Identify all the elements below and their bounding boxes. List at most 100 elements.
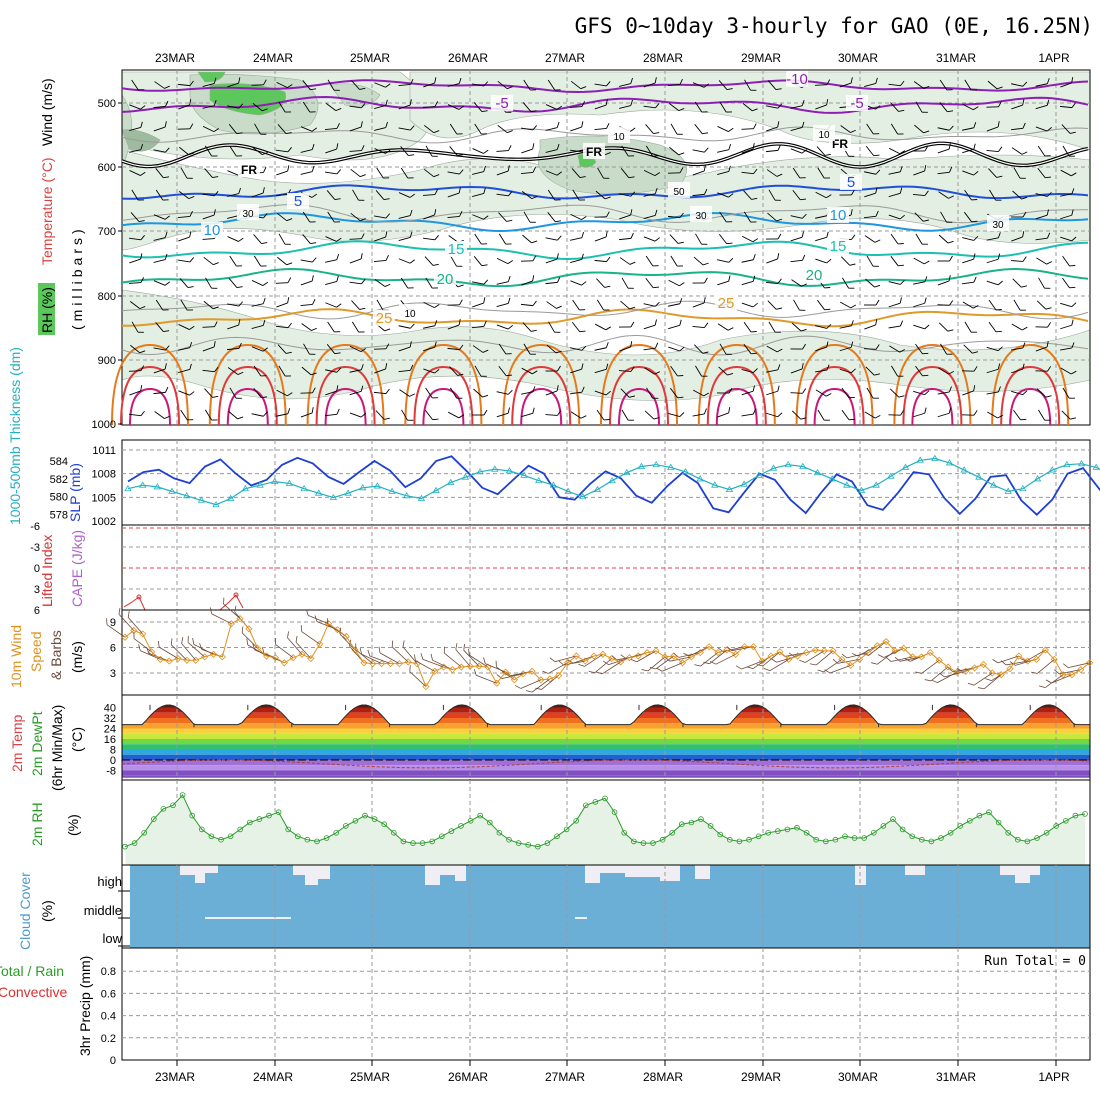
wind-barb-2 xyxy=(177,80,194,87)
wind-barb-449 xyxy=(618,321,635,328)
barb-shaft xyxy=(742,102,753,112)
wind10-barb-51 xyxy=(549,655,577,663)
barb-shaft xyxy=(888,171,901,175)
bottom-date-8: 31MAR xyxy=(936,1070,976,1084)
barb-shaft xyxy=(178,390,190,396)
wind10-barb-67 xyxy=(694,652,719,667)
barb-flag xyxy=(826,231,829,238)
barb-flag xyxy=(726,111,733,113)
rh-marker-55 xyxy=(650,840,656,846)
wind-barb-426 xyxy=(1013,299,1026,311)
wind-barb-601 xyxy=(521,407,535,418)
barb-flag xyxy=(140,385,143,392)
wind-barb-149 xyxy=(912,145,929,152)
wind-barb-621 xyxy=(1013,409,1027,421)
barb-shaft xyxy=(228,410,238,420)
barb-flag xyxy=(728,257,734,263)
wind-barb-548 xyxy=(178,390,195,396)
barb-shaft xyxy=(913,412,925,418)
wind-barb-593 xyxy=(324,408,340,417)
barb-flag xyxy=(164,363,167,370)
barb-shaft xyxy=(474,233,482,245)
barb-flag xyxy=(997,363,1001,370)
barb-flag xyxy=(971,220,978,223)
barb-flag xyxy=(532,125,538,131)
wind-barb-570 xyxy=(716,387,733,394)
barb-shaft xyxy=(865,145,875,157)
barb-shaft xyxy=(767,300,777,310)
barb-flag xyxy=(212,395,219,398)
barb-flag xyxy=(457,373,464,376)
barb-flag xyxy=(777,103,783,109)
barb-flag xyxy=(434,369,440,374)
wind-barb-358 xyxy=(300,275,314,286)
cloud-gap-9 xyxy=(585,865,600,883)
barb-flag xyxy=(556,305,562,309)
wind-barb-583 xyxy=(1036,388,1052,398)
wind-barb-183 xyxy=(792,167,806,179)
barb-shaft xyxy=(888,147,901,155)
wind-barb-574 xyxy=(815,389,832,397)
barb-shaft xyxy=(376,299,384,311)
barb-flag xyxy=(752,108,758,112)
barb-flag xyxy=(311,193,318,198)
barb-flag xyxy=(410,79,414,85)
barb-flag xyxy=(654,209,658,216)
barb-flag xyxy=(630,366,635,372)
barb10-flag xyxy=(192,638,195,645)
wind-barb-37 xyxy=(1035,78,1050,87)
wind10-barb-17 xyxy=(252,643,276,659)
temp-side-labels: 2m Temp 2m DewPt (6hr Min/Max) (°C) xyxy=(9,705,85,791)
barb-flag xyxy=(1021,151,1028,155)
barb-shaft xyxy=(301,366,312,376)
barb-shaft xyxy=(178,104,190,110)
barb-shaft xyxy=(300,149,313,153)
barb10-flag xyxy=(133,632,135,639)
barb-flag xyxy=(214,321,218,327)
barb-shaft xyxy=(915,365,923,377)
rh-marker-97 xyxy=(1053,823,1059,829)
barb-shaft xyxy=(1035,346,1048,352)
wind-marker-88 xyxy=(900,644,908,652)
barb-shaft xyxy=(153,259,166,263)
barb-flag xyxy=(334,198,341,201)
bl-arch-4-2 xyxy=(520,387,563,426)
barb10-shaft xyxy=(355,649,374,664)
barb-flag xyxy=(995,199,1002,201)
barb10-flag xyxy=(157,640,160,648)
barb-shaft xyxy=(791,322,802,332)
wind-barb-72 xyxy=(939,102,954,113)
wind10m-panel: 963 xyxy=(106,597,1094,696)
barb-flag xyxy=(581,216,587,221)
bl-arch-9-2 xyxy=(1009,387,1052,426)
wind-barb-339 xyxy=(790,254,806,263)
barb10-shaft xyxy=(455,649,471,667)
barb-shaft xyxy=(694,124,703,134)
barb-flag xyxy=(409,209,413,216)
contour-label-fr1: FR xyxy=(241,163,257,177)
rh-label-swatch xyxy=(38,283,55,335)
wind-barb-295 xyxy=(669,234,684,244)
barb-shaft xyxy=(276,389,288,397)
wind-barb-174 xyxy=(571,168,586,178)
wind-barb-167 xyxy=(400,167,414,179)
barb10-shaft xyxy=(594,658,613,673)
wind-barb-281 xyxy=(325,236,342,242)
barb-shaft xyxy=(1011,347,1023,351)
barb-flag xyxy=(360,174,366,178)
wind-barb-41 xyxy=(178,99,192,110)
barb-flag xyxy=(826,79,831,85)
barb-shaft xyxy=(717,259,729,263)
rh-marker-93 xyxy=(1014,836,1021,843)
thickness-line xyxy=(127,457,1100,506)
barb-shaft xyxy=(275,325,289,329)
wind-barb-164 xyxy=(325,169,342,175)
barb-shaft xyxy=(349,126,362,132)
wind-barb-547 xyxy=(153,386,169,395)
barb-flag xyxy=(1071,102,1076,108)
contour-label-bg-p10b xyxy=(827,207,849,223)
wind-barb-456 xyxy=(791,322,807,332)
barb-shaft xyxy=(278,365,286,377)
rh-marker-92 xyxy=(1005,829,1011,836)
